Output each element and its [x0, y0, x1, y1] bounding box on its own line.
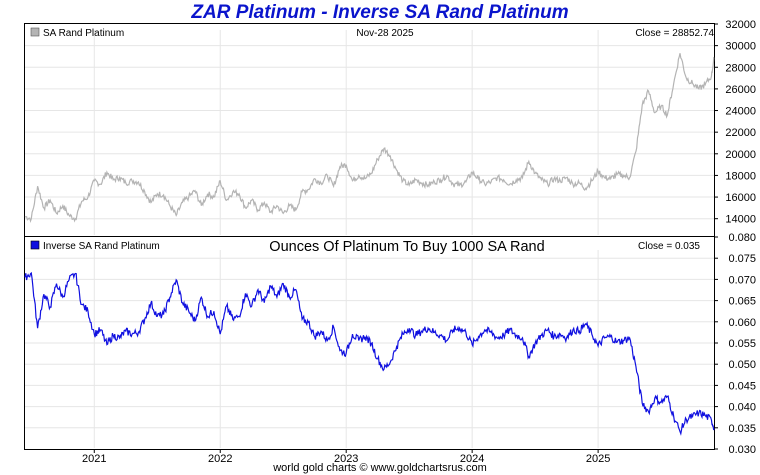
top-legend-swatch — [30, 27, 40, 37]
y-tick-label: 0.060 — [728, 317, 756, 329]
y-tick-label: 0.065 — [728, 296, 756, 308]
y-tick-label: 0.040 — [728, 402, 756, 414]
x-gridlines — [93, 30, 599, 448]
x-axis: 2021 2022 2023 2024 2025 — [82, 449, 610, 465]
bottom-gridlines — [25, 257, 714, 429]
y-tick-label: 0.055 — [728, 338, 756, 350]
y-tick-label: 16000 — [725, 192, 756, 204]
bottom-panel-title: Ounces Of Platinum To Buy 1000 SA Rand — [269, 239, 544, 255]
top-y-axis: 32000 30000 28000 26000 24000 22000 20000 18000… — [714, 19, 756, 226]
top-close-label: Close = 28852.74 — [635, 28, 714, 39]
y-tick-label: 0.070 — [728, 274, 756, 286]
y-tick-label: 30000 — [725, 41, 756, 53]
x-tick-label: 2023 — [334, 453, 358, 465]
footer-credit: world gold charts © www.goldchartsrus.co… — [273, 462, 487, 474]
y-tick-label: 0.030 — [728, 444, 756, 456]
y-tick-label: 14000 — [725, 214, 756, 226]
y-tick-label: 0.035 — [728, 423, 756, 435]
y-tick-label: 28000 — [725, 62, 756, 74]
y-tick-label: 18000 — [725, 170, 756, 182]
bottom-legend-swatch — [30, 240, 40, 250]
x-tick-label: 2025 — [586, 453, 610, 465]
top-panel-frame — [24, 23, 715, 237]
x-tick-label: 2024 — [460, 453, 484, 465]
bottom-y-axis: 0.080 0.075 0.070 0.065 0.060 0.055 0.050 0.045… — [714, 232, 756, 456]
top-gridlines — [25, 45, 714, 220]
y-tick-label: 0.075 — [728, 253, 756, 265]
sa-rand-platinum-line — [24, 53, 715, 224]
y-tick-label: 0.045 — [728, 380, 756, 392]
inverse-sa-rand-platinum-line — [24, 271, 715, 436]
y-tick-label: 26000 — [725, 84, 756, 96]
x-tick-label: 2021 — [82, 453, 106, 465]
y-tick-label: 0.080 — [728, 232, 756, 244]
bottom-legend-label: Inverse SA Rand Platinum — [43, 241, 160, 252]
y-tick-label: 0.050 — [728, 359, 756, 371]
top-date-label: Nov-28 2025 — [356, 28, 414, 39]
y-tick-label: 32000 — [725, 19, 756, 31]
y-tick-label: 24000 — [725, 106, 756, 118]
y-tick-label: 20000 — [725, 149, 756, 161]
chart-title: ZAR Platinum - Inverse SA Rand Platinum — [191, 2, 569, 23]
top-legend-label: SA Rand Platinum — [43, 28, 124, 39]
y-tick-label: 22000 — [725, 127, 756, 139]
bottom-close-label: Close = 0.035 — [638, 241, 700, 252]
x-tick-label: 2022 — [208, 453, 232, 465]
